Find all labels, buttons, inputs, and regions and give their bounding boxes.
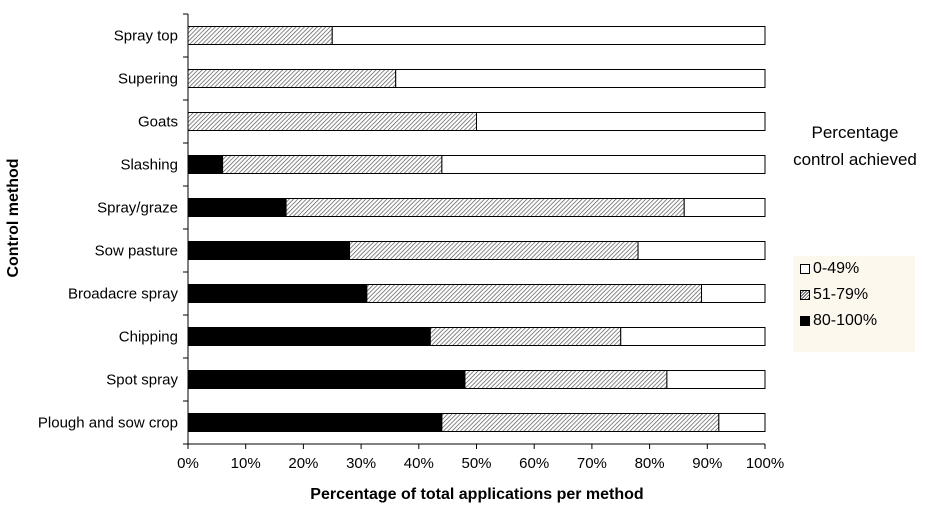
category-label-broadacre-spray: Broadacre spray bbox=[68, 286, 179, 303]
legend-swatch-80-100 bbox=[800, 316, 810, 326]
x-tick-label-10: 10% bbox=[231, 455, 261, 472]
category-label-spray-graze: Spray/graze bbox=[97, 200, 178, 217]
bar-spot-spray-80-100 bbox=[187, 370, 466, 389]
legend-title: Percentage control achieved bbox=[775, 119, 931, 173]
bars-layer bbox=[187, 26, 766, 432]
bar-plough-and-sow-crop-51-79 bbox=[441, 413, 720, 432]
legend-swatch-51-79 bbox=[800, 290, 810, 300]
bar-broadacre-spray-0-49 bbox=[701, 284, 766, 303]
bar-chipping-0-49 bbox=[620, 327, 766, 346]
category-label-sow-pasture: Sow pasture bbox=[95, 243, 178, 260]
bar-chipping-80-100 bbox=[187, 327, 431, 346]
category-label-goats: Goats bbox=[138, 114, 178, 131]
x-tick-label-40: 40% bbox=[404, 455, 434, 472]
bar-sow-pasture-0-49 bbox=[637, 241, 766, 260]
bar-spot-spray-0-49 bbox=[666, 370, 766, 389]
x-tick-label-30: 30% bbox=[346, 455, 376, 472]
bar-spray-top-0-49 bbox=[331, 26, 766, 45]
legend-title-line-1: Percentage bbox=[811, 123, 899, 142]
legend-item-0-49: 0-49% bbox=[800, 258, 859, 280]
bar-slashing-80-100 bbox=[187, 155, 224, 174]
legend-label-80-100: 80-100% bbox=[813, 312, 878, 329]
bar-supering-0-49 bbox=[395, 69, 766, 88]
x-tick-label-60: 60% bbox=[519, 455, 549, 472]
x-tick-label-50: 50% bbox=[461, 455, 491, 472]
category-label-supering: Supering bbox=[118, 71, 178, 88]
bar-supering-51-79 bbox=[187, 69, 397, 88]
bar-goats-0-49 bbox=[476, 112, 766, 131]
bar-goats-51-79 bbox=[187, 112, 477, 131]
category-label-plough-and-sow-crop: Plough and sow crop bbox=[38, 415, 178, 432]
bar-broadacre-spray-51-79 bbox=[366, 284, 703, 303]
bar-broadacre-spray-80-100 bbox=[187, 284, 368, 303]
legend-label-51-79: 51-79% bbox=[813, 286, 869, 303]
bar-plough-and-sow-crop-0-49 bbox=[718, 413, 766, 432]
x-tick-labels: 0% 10% 20% 30% 40% 50% 60% 70% 80% 90% 100% bbox=[177, 455, 784, 472]
category-label-spot-spray: Spot spray bbox=[106, 372, 178, 389]
legend-item-51-79: 51-79% bbox=[800, 284, 868, 306]
category-label-spray-top: Spray top bbox=[114, 28, 178, 45]
bar-spray-graze-51-79 bbox=[285, 198, 685, 217]
x-axis-title: Percentage of total applications per met… bbox=[310, 486, 643, 503]
y-axis-title: Control method bbox=[5, 158, 22, 277]
x-tick-label-0: 0% bbox=[177, 455, 199, 472]
bar-slashing-51-79 bbox=[222, 155, 443, 174]
x-tick-label-100: 100% bbox=[746, 455, 784, 472]
bar-spray-graze-80-100 bbox=[187, 198, 287, 217]
category-label-slashing: Slashing bbox=[120, 157, 178, 174]
legend bbox=[793, 256, 915, 352]
bar-sow-pasture-51-79 bbox=[349, 241, 639, 260]
x-tick-label-90: 90% bbox=[692, 455, 722, 472]
x-tick-label-80: 80% bbox=[635, 455, 665, 472]
bar-slashing-0-49 bbox=[441, 155, 766, 174]
legend-label-0-49: 0-49% bbox=[813, 260, 860, 277]
legend-swatch-0-49 bbox=[800, 264, 810, 274]
category-label-chipping: Chipping bbox=[119, 329, 178, 346]
bar-plough-and-sow-crop-80-100 bbox=[187, 413, 443, 432]
bar-spray-top-51-79 bbox=[187, 26, 333, 45]
axes-layer bbox=[183, 13, 766, 449]
x-tick-label-70: 70% bbox=[577, 455, 607, 472]
bar-spot-spray-51-79 bbox=[464, 370, 668, 389]
category-labels: Spray top Supering Goats Slashing Spray/graz… bbox=[38, 28, 179, 432]
legend-title-line-2: control achieved bbox=[793, 150, 917, 169]
legend-item-80-100: 80-100% bbox=[800, 310, 877, 332]
x-tick-label-20: 20% bbox=[288, 455, 318, 472]
bar-chipping-51-79 bbox=[429, 327, 622, 346]
bar-spray-graze-0-49 bbox=[683, 198, 766, 217]
bar-sow-pasture-80-100 bbox=[187, 241, 351, 260]
